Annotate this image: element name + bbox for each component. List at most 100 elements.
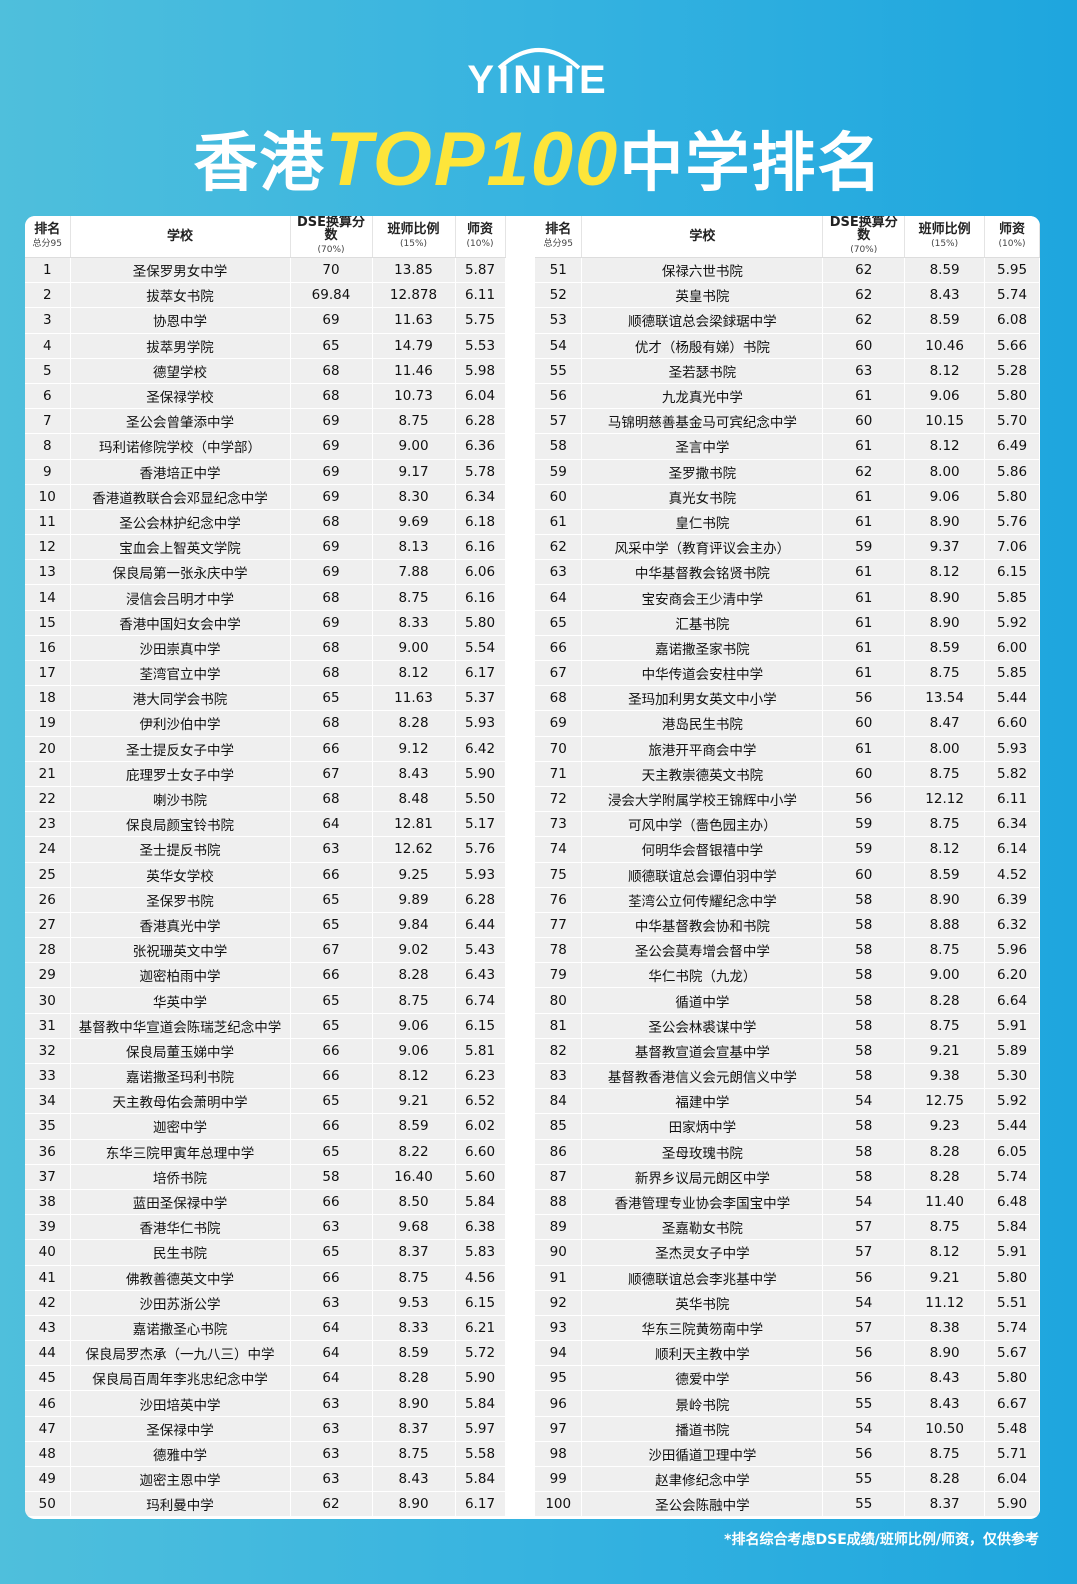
cell-rank: 86 [535, 1139, 583, 1165]
cell-school: 圣公会林裘谋中学 [581, 1013, 824, 1039]
cell-rank: 76 [535, 887, 583, 913]
cell-teacher: 5.86 [984, 459, 1040, 485]
cell-dse: 56 [822, 786, 906, 813]
cell-school: 顺德联谊总会李兆基中学 [581, 1265, 824, 1291]
table-row: 12 宝血会上智英文学院 69 8.13 6.16 [25, 534, 506, 561]
cell-ratio: 9.25 [372, 862, 456, 888]
cell-teacher: 5.80 [984, 383, 1040, 410]
cell-dse: 66 [290, 962, 373, 989]
table-row: 76 荃湾公立何传耀纪念中学 58 8.90 6.39 [535, 887, 1040, 913]
cell-teacher: 6.49 [984, 433, 1040, 460]
table-row: 80 循道中学 58 8.28 6.64 [535, 987, 1040, 1014]
table-row: 47 圣保禄中学 63 8.37 5.97 [25, 1416, 506, 1442]
table-row: 82 基督教宣道会宣基中学 58 9.21 5.89 [535, 1038, 1040, 1065]
cell-rank: 18 [25, 685, 71, 712]
cell-teacher: 5.80 [455, 610, 506, 636]
cell-dse: 66 [290, 1063, 373, 1090]
cell-dse: 60 [822, 333, 906, 359]
cell-dse: 68 [290, 635, 373, 662]
cell-school: 圣保罗书院 [70, 887, 291, 913]
cell-school: 英华女学校 [70, 862, 291, 888]
cell-ratio: 12.878 [372, 282, 456, 309]
table-row: 93 华东三院黄笏南中学 57 8.38 5.74 [535, 1315, 1040, 1342]
cell-teacher: 6.16 [455, 534, 506, 561]
cell-teacher: 5.84 [984, 1214, 1040, 1241]
cell-school: 圣公会曾肇添中学 [70, 408, 291, 435]
yinhe-logo: YINHE [0, 40, 1077, 103]
cell-rank: 28 [25, 937, 71, 964]
table-row: 3 协恩中学 69 11.63 5.75 [25, 307, 506, 334]
cell-dse: 56 [822, 685, 906, 712]
cell-ratio: 9.21 [904, 1038, 986, 1065]
cell-teacher: 5.67 [984, 1340, 1040, 1367]
cell-dse: 54 [822, 1416, 906, 1442]
cell-teacher: 5.76 [455, 836, 506, 863]
cell-teacher: 6.21 [455, 1315, 506, 1342]
cell-school: 张祝珊英文中学 [70, 937, 291, 964]
cell-teacher: 5.91 [984, 1013, 1040, 1039]
table-row: 19 伊利沙伯中学 68 8.28 5.93 [25, 710, 506, 737]
cell-dse: 60 [822, 408, 906, 435]
cell-school: 圣保禄学校 [70, 383, 291, 410]
cell-teacher: 5.80 [984, 484, 1040, 510]
cell-school: 浸信会吕明才中学 [70, 584, 291, 611]
cell-school: 保良局颜宝铃书院 [70, 811, 291, 838]
table-row: 15 香港中国妇女会中学 69 8.33 5.80 [25, 610, 506, 636]
cell-school: 顺利天主教中学 [581, 1340, 824, 1367]
table-row: 51 保禄六世书院 62 8.59 5.95 [535, 257, 1040, 284]
cell-rank: 21 [25, 761, 71, 787]
cell-rank: 38 [25, 1189, 71, 1216]
cell-school: 可风中学（嗇色园主办） [581, 811, 824, 838]
cell-dse: 61 [822, 584, 906, 611]
cell-ratio: 12.75 [904, 1088, 986, 1115]
table-row: 84 福建中学 54 12.75 5.92 [535, 1088, 1040, 1115]
cell-rank: 50 [25, 1491, 71, 1518]
cell-ratio: 16.40 [372, 1164, 456, 1190]
cell-ratio: 8.12 [904, 358, 986, 384]
cell-ratio: 8.75 [904, 937, 986, 964]
cell-dse: 55 [822, 1390, 906, 1417]
cell-teacher: 5.96 [984, 937, 1040, 964]
cell-teacher: 5.72 [455, 1340, 506, 1367]
header-rank: 排名 总分95 [25, 216, 71, 258]
cell-teacher: 6.23 [455, 1063, 506, 1090]
table-row: 44 保良局罗杰承（一九八三）中学 64 8.59 5.72 [25, 1340, 506, 1367]
cell-rank: 64 [535, 584, 583, 611]
cell-school: 圣罗撒书院 [581, 459, 824, 485]
cell-ratio: 9.12 [372, 736, 456, 762]
cell-ratio: 10.46 [904, 333, 986, 359]
table-row: 39 香港华仁书院 63 9.68 6.38 [25, 1214, 506, 1241]
cell-dse: 68 [290, 710, 373, 737]
cell-teacher: 6.11 [984, 786, 1040, 813]
cell-dse: 56 [822, 1365, 906, 1392]
cell-ratio: 8.59 [904, 307, 986, 334]
cell-school: 荃湾公立何传耀纪念中学 [581, 887, 824, 913]
cell-teacher: 5.50 [455, 786, 506, 813]
cell-ratio: 10.50 [904, 1416, 986, 1442]
cell-dse: 63 [290, 1290, 373, 1316]
table-row: 10 香港道教联合会邓显纪念中学 69 8.30 6.34 [25, 484, 506, 510]
table-row: 17 荃湾官立中学 68 8.12 6.17 [25, 660, 506, 687]
cell-school: 赵聿修纪念中学 [581, 1466, 824, 1493]
cell-dse: 69 [290, 610, 373, 636]
cell-school: 景岭书院 [581, 1390, 824, 1417]
table-row: 88 香港管理专业协会李国宝中学 54 11.40 6.48 [535, 1189, 1040, 1216]
table-row: 26 圣保罗书院 65 9.89 6.28 [25, 887, 506, 913]
cell-ratio: 9.84 [372, 912, 456, 939]
cell-rank: 30 [25, 987, 71, 1014]
header-rank-weight: 总分95 [543, 238, 573, 249]
table-row: 81 圣公会林裘谋中学 58 8.75 5.91 [535, 1013, 1040, 1039]
table-row: 30 华英中学 65 8.75 6.74 [25, 987, 506, 1014]
cell-ratio: 8.75 [372, 584, 456, 611]
cell-rank: 53 [535, 307, 583, 334]
cell-ratio: 8.75 [372, 408, 456, 435]
cell-rank: 56 [535, 383, 583, 410]
cell-teacher: 5.92 [984, 610, 1040, 636]
table-row: 94 顺利天主教中学 56 8.90 5.67 [535, 1340, 1040, 1367]
cell-school: 拔萃男学院 [70, 333, 291, 359]
table-row: 73 可风中学（嗇色园主办） 59 8.75 6.34 [535, 811, 1040, 838]
cell-dse: 62 [822, 257, 906, 284]
cell-dse: 62 [822, 459, 906, 485]
table-row: 21 庇理罗士女子中学 67 8.43 5.90 [25, 761, 506, 787]
cell-rank: 11 [25, 509, 71, 536]
